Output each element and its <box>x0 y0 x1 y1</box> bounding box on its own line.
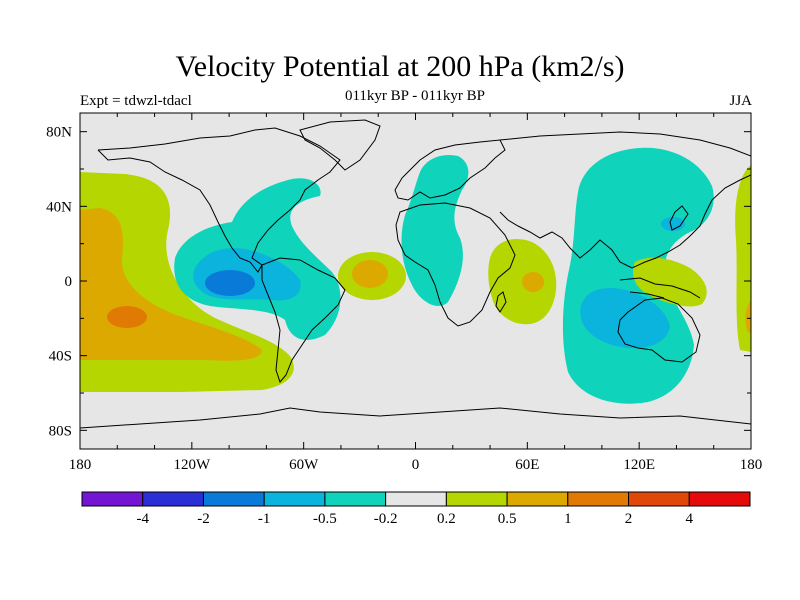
pacific-positive-core <box>107 306 147 328</box>
colorbar-swatch <box>506 491 569 507</box>
x-tick-label: 60W <box>289 457 319 473</box>
colorbar-swatch <box>567 491 630 507</box>
colorbar-label: 1 <box>564 511 572 527</box>
americas-negative-core <box>205 270 255 296</box>
x-tick-label: 120W <box>173 457 211 473</box>
colorbar-swatch <box>688 491 751 507</box>
south-america-coast <box>261 257 346 383</box>
colorbar-label: 4 <box>686 511 694 527</box>
y-tick-label: 80N <box>46 125 72 141</box>
colorbar-label: -0.5 <box>313 511 337 527</box>
colorbar-label: -2 <box>197 511 210 527</box>
map-axes: 180 120W 60W 0 60E 120E 180 80N 40N 0 40S 80S <box>46 113 762 473</box>
dateline-positive-inner <box>745 300 751 333</box>
colorbar-swatch <box>263 491 326 507</box>
y-tick-label: 80S <box>49 423 72 439</box>
colorbar-label: -0.2 <box>374 511 398 527</box>
colorbar-label: -4 <box>136 511 149 527</box>
coastlines <box>80 119 751 429</box>
colorbar-swatch <box>324 491 387 507</box>
colorbar-swatch <box>385 491 447 507</box>
indonesia-coast <box>619 277 701 299</box>
colorbar-label: 0.2 <box>437 511 456 527</box>
madagascar-coast <box>495 291 507 313</box>
japan-negative-core <box>661 217 685 231</box>
x-tick-label: 120E <box>623 457 655 473</box>
colorbar-label: 2 <box>625 511 633 527</box>
indian-ocean-positive-core <box>522 272 544 292</box>
y-tick-label: 0 <box>65 274 73 290</box>
japan-coast <box>669 205 689 231</box>
colorbar-swatch <box>628 491 690 507</box>
x-tick-label: 180 <box>69 457 92 473</box>
chart-title: Velocity Potential at 200 hPa (km2/s) <box>175 50 625 83</box>
y-tick-label: 40S <box>49 349 72 365</box>
x-tick-label: 60E <box>515 457 539 473</box>
maritime-positive-region <box>632 257 707 307</box>
dateline-positive-region <box>735 165 751 352</box>
antarctica-coast <box>80 407 751 429</box>
contour-field <box>80 113 751 449</box>
colorbar-swatch <box>81 491 144 507</box>
y-tick-label: 40N <box>46 199 72 215</box>
colorbar-swatch <box>142 491 204 507</box>
colorbar: -4 -2 -1 -0.5 -0.2 0.2 0.5 1 2 4 <box>81 491 751 527</box>
season-label: JJA <box>729 93 752 109</box>
colorbar-swatch <box>202 491 265 507</box>
europe-coast <box>394 139 506 201</box>
colorbar-swatch <box>445 491 508 507</box>
australia-coast <box>617 297 701 363</box>
colorbar-label: 0.5 <box>498 511 517 527</box>
x-tick-label: 180 <box>740 457 763 473</box>
atlantic-positive-core <box>352 260 388 288</box>
experiment-label: Expt = tdwzl-tdacl <box>80 93 192 109</box>
north-america-coast <box>97 127 341 273</box>
asia-coast <box>499 131 751 269</box>
greenland-coast <box>299 119 381 171</box>
x-tick-label: 0 <box>412 457 420 473</box>
africa-coast <box>395 202 516 327</box>
chart-subtitle: 011kyr BP - 011kyr BP <box>344 88 485 104</box>
australia-negative-mid <box>580 288 670 349</box>
colorbar-label: -1 <box>258 511 271 527</box>
